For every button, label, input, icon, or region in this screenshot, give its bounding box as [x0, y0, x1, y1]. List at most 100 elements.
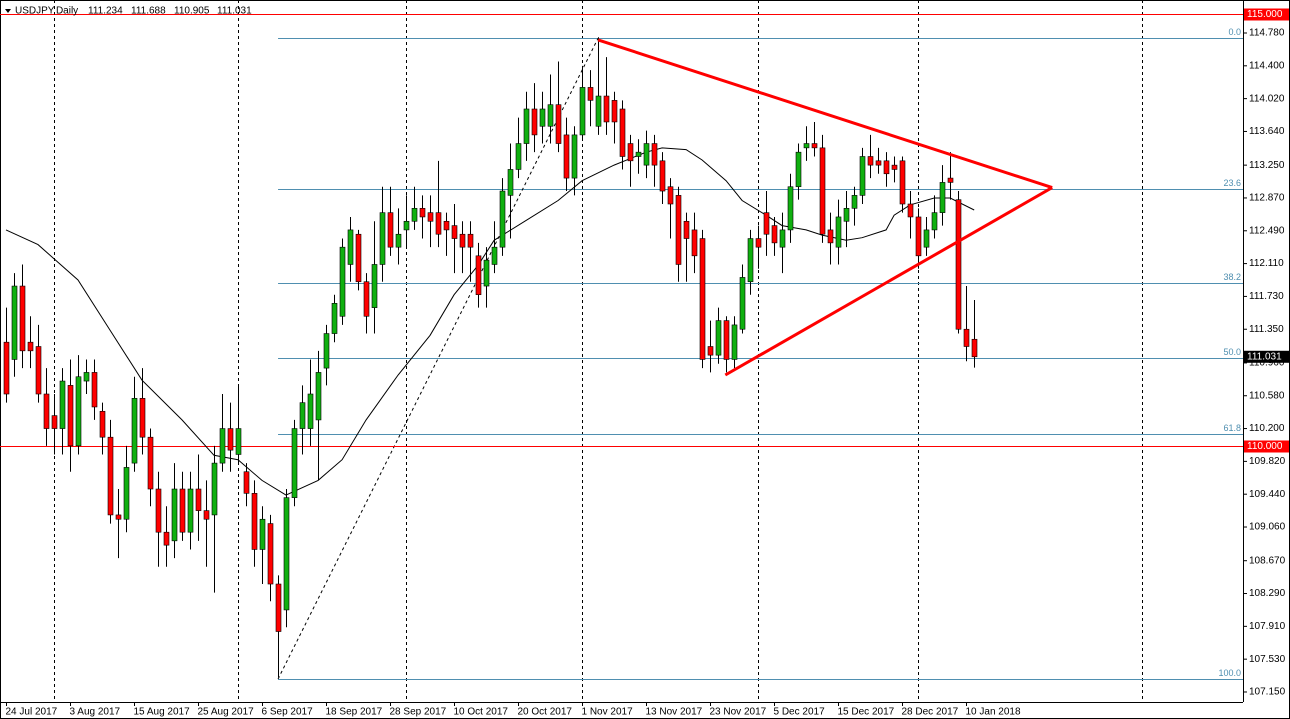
x-tick-label: 28 Dec 2017: [902, 707, 959, 718]
candle-body: [763, 212, 770, 235]
candle-body: [235, 428, 242, 455]
candle-body: [323, 333, 330, 369]
x-tick-label: 5 Dec 2017: [774, 707, 826, 718]
candle-body: [67, 385, 74, 447]
x-tick-label: 23 Nov 2017: [710, 707, 767, 718]
candle-body: [195, 488, 202, 511]
candle-body: [715, 320, 722, 356]
candle-body: [851, 195, 858, 209]
candle-body: [475, 255, 482, 295]
candle-body: [51, 415, 58, 429]
candle-body: [707, 346, 714, 356]
candle-body: [619, 108, 626, 157]
candle-body: [75, 376, 82, 447]
candle-body: [819, 147, 826, 235]
candle-body: [251, 493, 258, 550]
candle-body: [915, 216, 922, 257]
y-tick-label: 108.290: [1249, 588, 1286, 599]
fib-label: 61.8: [1223, 423, 1241, 433]
candle-body: [379, 212, 386, 265]
candle-body: [731, 324, 738, 360]
x-tick-label: 28 Sep 2017: [390, 707, 447, 718]
symbol: USDJPY,Daily: [15, 6, 78, 17]
y-tick-label: 108.670: [1249, 555, 1286, 566]
candle-body: [755, 238, 762, 248]
candle-body: [339, 246, 346, 317]
price-tag: [1244, 440, 1289, 453]
x-tick-label: 13 Nov 2017: [646, 707, 703, 718]
candle-body: [627, 143, 634, 162]
candle-body: [579, 87, 586, 136]
candle-body: [907, 203, 914, 218]
candle-body: [107, 436, 114, 516]
x-tick-label: 15 Aug 2017: [134, 707, 191, 718]
candle-body: [587, 87, 594, 101]
candle-body: [147, 436, 154, 490]
y-tick-label: 107.910: [1249, 621, 1286, 632]
candle-body: [971, 338, 978, 358]
candle-body: [931, 212, 938, 231]
candle-body: [99, 410, 106, 438]
close: 111.031: [217, 6, 252, 17]
candle-body: [123, 467, 130, 520]
candle-body: [739, 277, 746, 330]
candle-body: [275, 583, 282, 632]
candle-body: [483, 259, 490, 287]
candle-body: [603, 95, 610, 123]
high: 111.688: [131, 6, 166, 17]
candle-body: [499, 190, 506, 248]
candle-body: [243, 471, 250, 494]
candle-body: [35, 346, 42, 395]
candle-body: [11, 285, 18, 360]
candle-body: [723, 320, 730, 360]
candle-body: [267, 523, 274, 585]
fib-label: 50.0: [1223, 347, 1241, 357]
y-tick-label: 112.870: [1249, 193, 1285, 204]
y-tick-label: 113.640: [1249, 126, 1285, 137]
y-tick-label: 112.110: [1249, 258, 1284, 269]
candle-body: [795, 151, 802, 188]
candle-body: [811, 143, 818, 149]
x-tick-label: 20 Oct 2017: [518, 707, 573, 718]
candle-body: [435, 212, 442, 235]
candle-body: [91, 372, 98, 408]
candle-body: [459, 233, 466, 248]
candle-body: [131, 398, 138, 464]
candle-body: [867, 156, 874, 166]
candle-body: [899, 160, 906, 205]
candle-body: [59, 380, 66, 429]
candle-body: [651, 143, 658, 166]
candle-body: [187, 488, 194, 533]
candle-body: [675, 195, 682, 265]
fib-anchor: [277, 37, 599, 680]
y-tick-label: 109.820: [1249, 456, 1286, 467]
x-tick-label: 10 Oct 2017: [454, 707, 509, 718]
trendline: [597, 38, 1053, 190]
candle-body: [27, 341, 34, 352]
candle-body: [411, 208, 418, 222]
candle-body: [875, 160, 882, 166]
open: 111.234: [88, 6, 123, 17]
candle-body: [331, 303, 338, 334]
y-tick-label: 107.530: [1249, 654, 1286, 665]
candle-body: [595, 95, 602, 127]
candle-body: [803, 143, 810, 149]
candle-body: [835, 216, 842, 248]
candle-body: [635, 151, 642, 157]
candle-body: [555, 104, 562, 144]
x-tick-label: 18 Sep 2017: [326, 707, 383, 718]
candle-body: [219, 428, 226, 464]
x-tick-label: 1 Nov 2017: [582, 707, 634, 718]
candle-body: [467, 233, 474, 248]
candle-body: [699, 238, 706, 360]
candle-body: [507, 169, 514, 196]
candle-body: [547, 104, 554, 127]
menu-arrow: [5, 9, 11, 13]
candle-body: [643, 143, 650, 166]
x-tick-label: 3 Aug 2017: [70, 707, 121, 718]
candle-body: [891, 164, 898, 170]
candle-body: [843, 208, 850, 222]
